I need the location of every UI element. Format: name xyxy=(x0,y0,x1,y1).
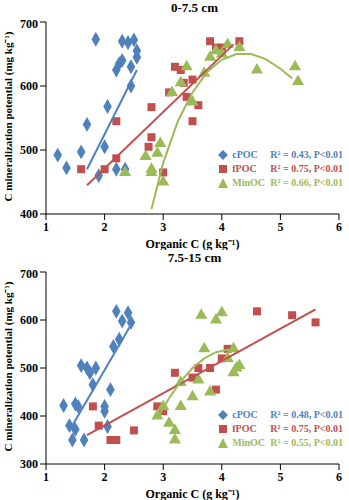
svg-text:4: 4 xyxy=(219,470,225,484)
svg-text:600: 600 xyxy=(20,79,38,93)
svg-text:400: 400 xyxy=(20,409,38,423)
svg-text:6: 6 xyxy=(336,470,341,484)
svg-text:500: 500 xyxy=(20,361,38,375)
html-text:C mineralization potential (mg: C mineralization potential (mg kg⁻¹) xyxy=(2,31,15,201)
svg-text:2: 2 xyxy=(102,470,108,484)
svg-text:5: 5 xyxy=(277,220,283,234)
html-text:R² = 0.66, P<0.01: R² = 0.66, P<0.01 xyxy=(270,177,343,188)
html-text:R² = 0.55, P<0.01: R² = 0.55, P<0.01 xyxy=(270,437,343,448)
svg-text:1: 1 xyxy=(43,470,49,484)
svg-text:400: 400 xyxy=(20,207,38,221)
html-text:R² = 0.43, P<0.01: R² = 0.43, P<0.01 xyxy=(270,149,343,160)
html-text:cPOC: cPOC xyxy=(232,149,258,160)
svg-text:Organic C (g kg⁻¹): Organic C (g kg⁻¹) xyxy=(146,487,240,500)
svg-text:5: 5 xyxy=(277,470,283,484)
svg-text:600: 600 xyxy=(20,313,38,327)
html-text:7.5-15 cm: 7.5-15 cm xyxy=(167,250,222,265)
svg-text:6: 6 xyxy=(336,220,341,234)
html-text:R² = 0.48, P<0.01: R² = 0.48, P<0.01 xyxy=(270,409,343,420)
html-text:0-7.5 cm: 0-7.5 cm xyxy=(171,0,218,15)
html-text:MinOC: MinOC xyxy=(232,177,265,188)
svg-text:1: 1 xyxy=(43,220,49,234)
html-text:R² = 0.75, P<0.01: R² = 0.75, P<0.01 xyxy=(270,163,343,174)
html-text:R² = 0.75, P<0.01: R² = 0.75, P<0.01 xyxy=(270,423,343,434)
html-text:C mineralization potential (mg: C mineralization potential (mg kg⁻¹) xyxy=(2,281,15,451)
svg-text:3: 3 xyxy=(160,470,166,484)
html-text:cPOC: cPOC xyxy=(232,409,258,420)
svg-text:700: 700 xyxy=(20,267,38,281)
html-text:fPOC: fPOC xyxy=(232,423,257,434)
svg-text:4: 4 xyxy=(219,220,225,234)
html-text:MinOC: MinOC xyxy=(232,437,265,448)
svg-text:500: 500 xyxy=(20,143,38,157)
svg-text:Organic C (g kg⁻¹): Organic C (g kg⁻¹) xyxy=(146,237,240,250)
svg-text:3: 3 xyxy=(160,220,166,234)
html-text:fPOC: fPOC xyxy=(232,163,257,174)
svg-text:300: 300 xyxy=(20,457,38,471)
svg-text:700: 700 xyxy=(20,17,38,31)
svg-text:2: 2 xyxy=(102,220,108,234)
